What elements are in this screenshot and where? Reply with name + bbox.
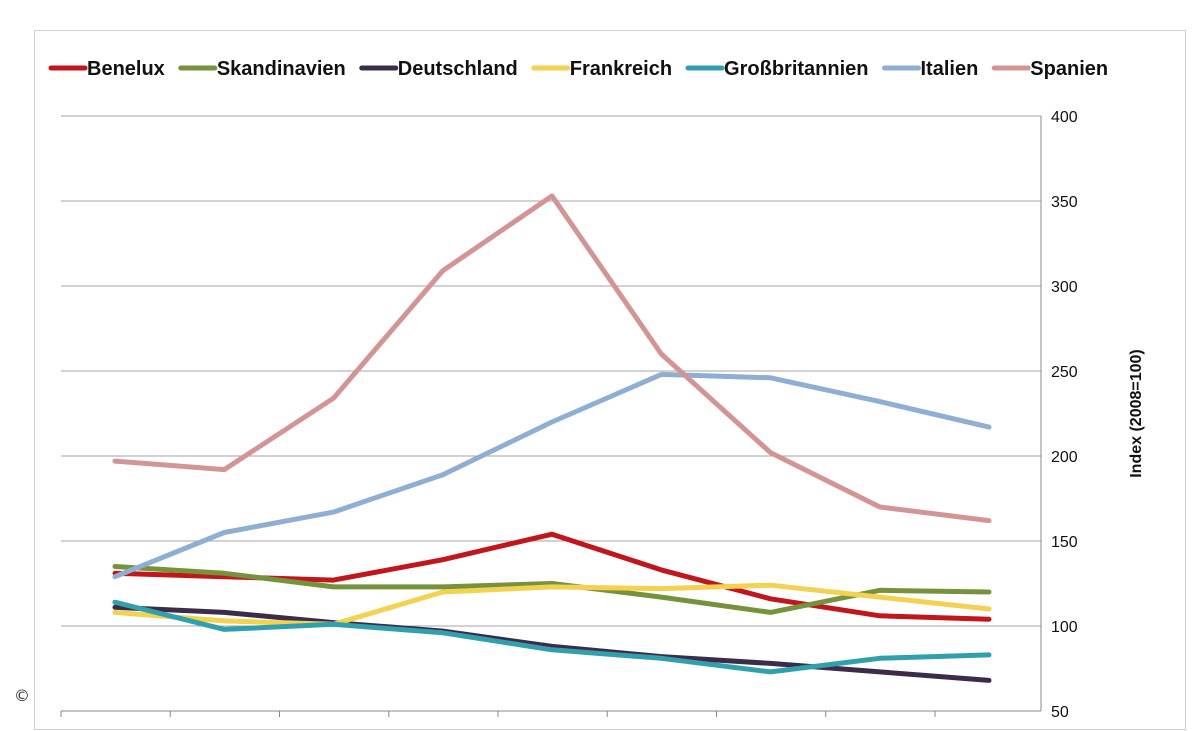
y-tick-label: 300	[1051, 279, 1078, 296]
y-tick-label: 150	[1051, 534, 1078, 551]
legend-label: Deutschland	[398, 58, 518, 80]
y-axis-tick-labels: 50 100 150 200 250 300 350 400	[1051, 109, 1078, 721]
legend-label: Benelux	[87, 58, 165, 80]
y-tick-label: 350	[1051, 194, 1078, 211]
y-tick-label: 100	[1051, 619, 1078, 636]
series-line-skandinavien	[112, 564, 992, 615]
series-lines	[112, 193, 992, 683]
series-line-italien	[112, 371, 992, 580]
legend-label: Spanien	[1030, 58, 1108, 80]
series-line-spanien	[112, 193, 992, 524]
copyright-icon: ©	[14, 686, 30, 705]
chart-frame: 50 100 150 200 250 300 350 400 Benelux Skandinav…	[34, 30, 1186, 730]
legend: Benelux Skandinavien Deutschland Frankreich…	[48, 58, 1108, 80]
legend-label: Frankreich	[570, 58, 672, 80]
legend-label: Italien	[921, 58, 979, 80]
series-line-frankreich	[112, 582, 992, 627]
series-line-deutschland	[112, 604, 992, 683]
legend-label: Großbritannien	[724, 58, 868, 80]
y-tick-label: 200	[1051, 449, 1078, 466]
legend-label: Skandinavien	[217, 58, 346, 80]
y-tick-label: 400	[1051, 109, 1078, 126]
x-axis-ticks	[60, 711, 936, 717]
y-axis-title: Index (2008=100)	[1128, 349, 1145, 478]
gridlines	[61, 115, 1042, 712]
y-tick-label: 50	[1051, 704, 1069, 721]
line-chart: 50 100 150 200 250 300 350 400 Benelux Skandinav…	[48, 58, 1145, 721]
y-tick-label: 250	[1051, 364, 1078, 381]
series-line-gro-britannien	[112, 599, 992, 675]
